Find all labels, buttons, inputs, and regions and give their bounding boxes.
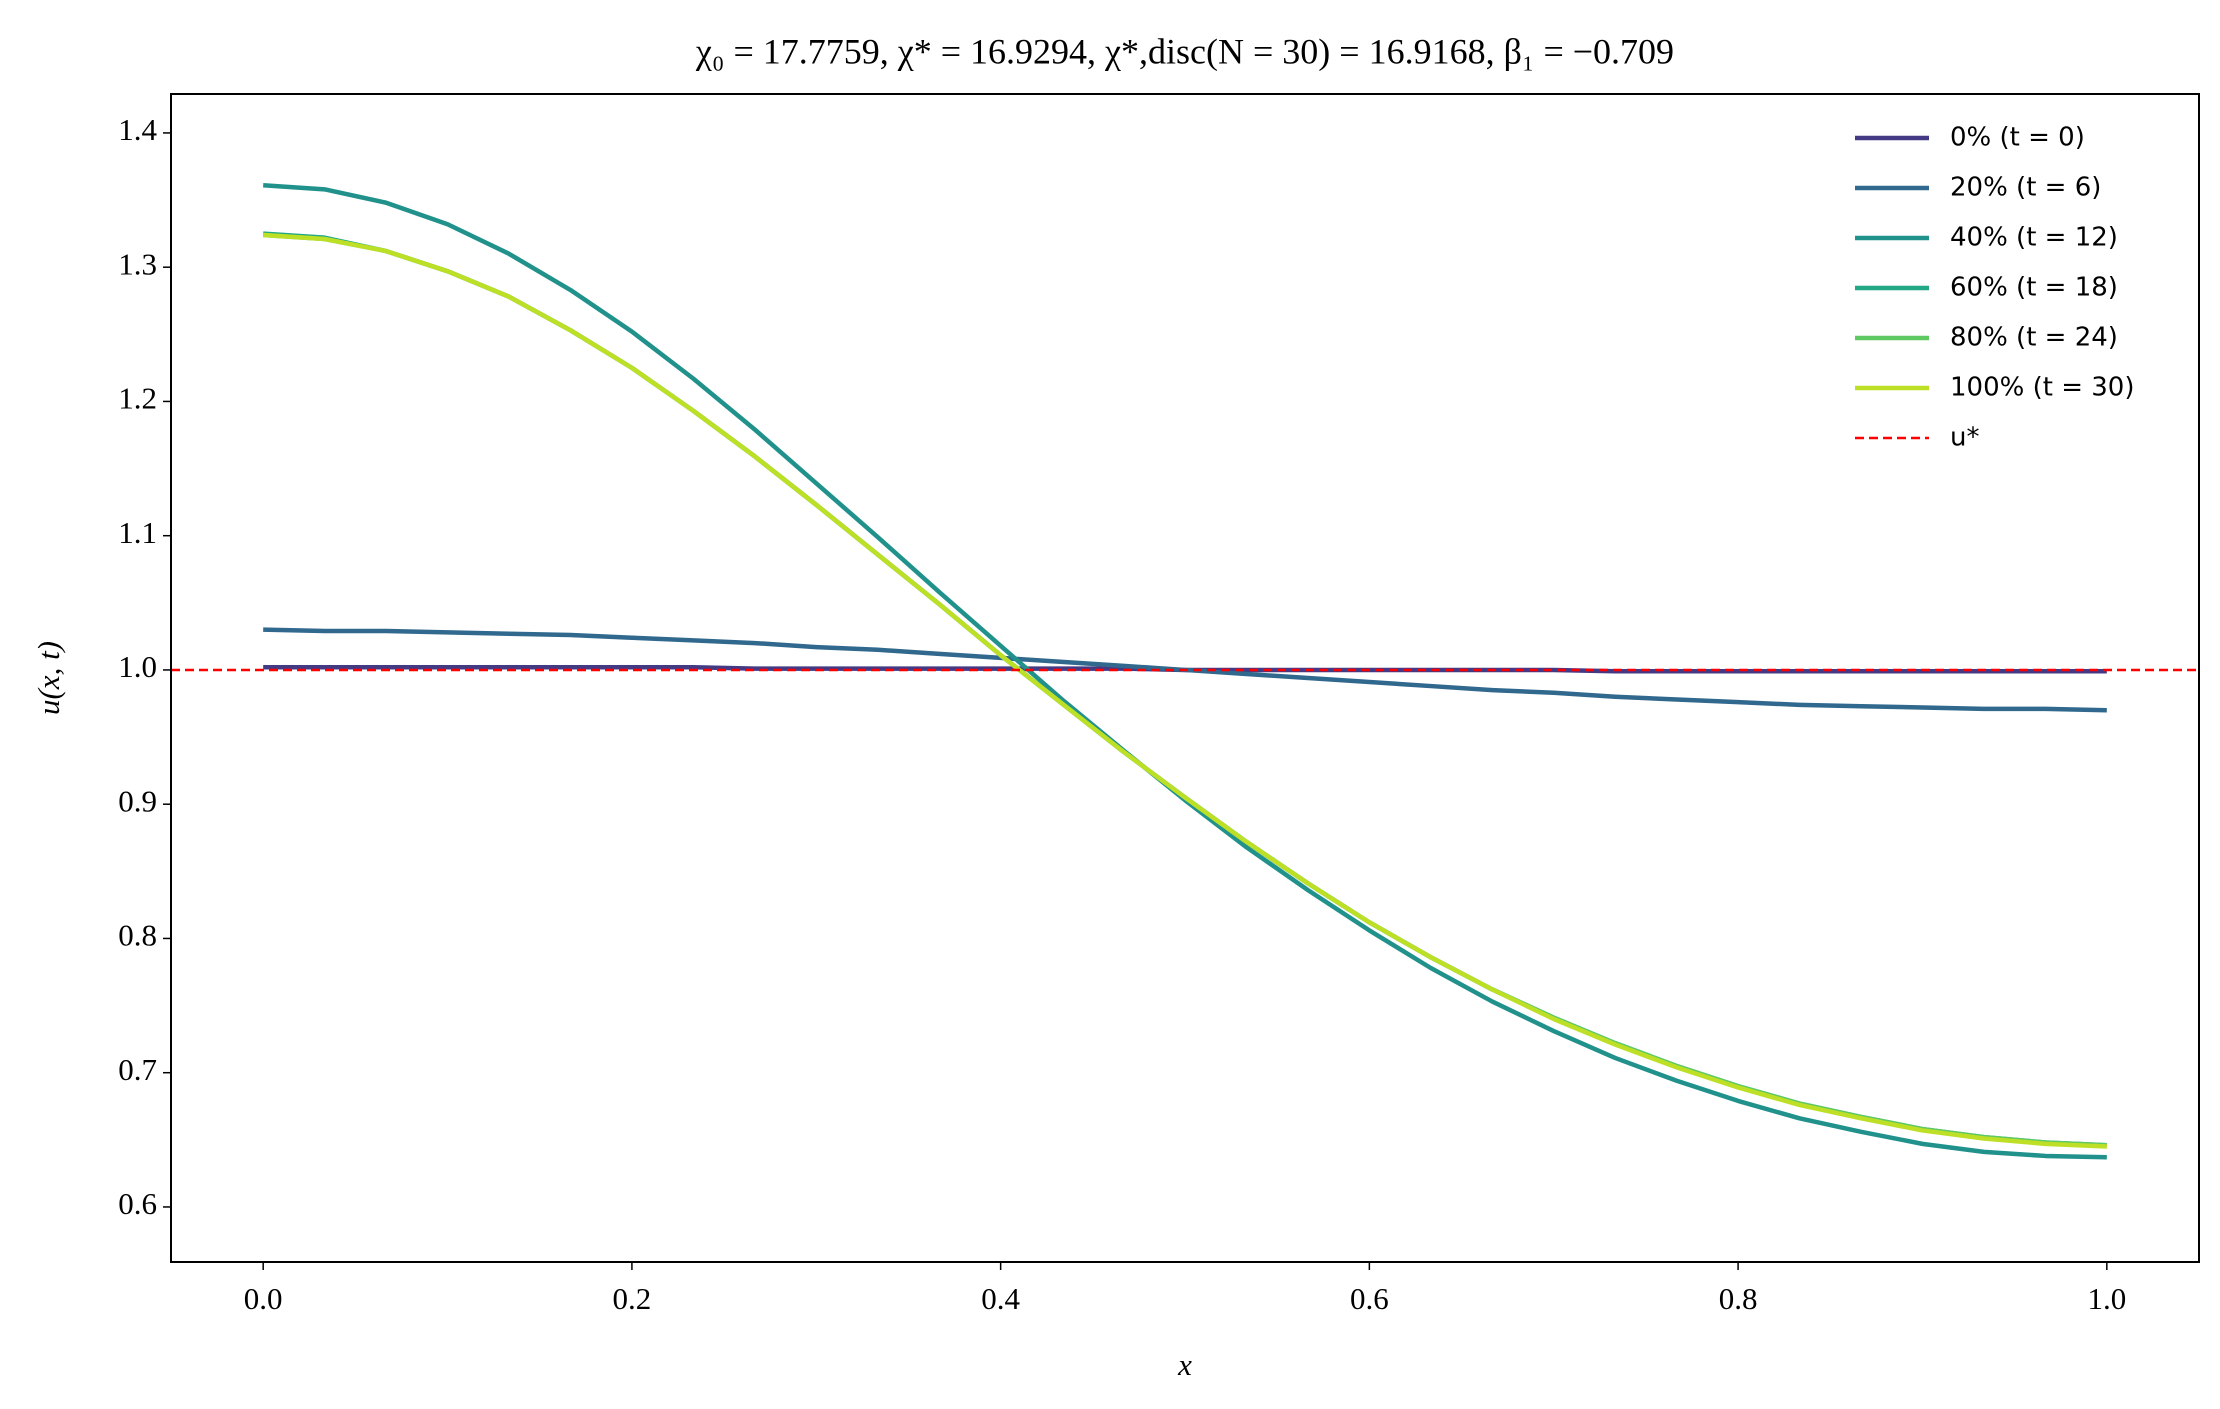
x-tick-label: 0.6	[1350, 1281, 1389, 1316]
legend-label: u*	[1950, 423, 1979, 453]
legend-label: 40% (t = 12)	[1950, 223, 2118, 253]
y-tick-label: 1.3	[118, 246, 157, 281]
x-tick-label: 0.8	[1719, 1281, 1758, 1316]
x-tick-label: 0.0	[244, 1281, 283, 1316]
y-tick-label: 1.0	[118, 649, 157, 684]
y-tick-label: 0.8	[118, 918, 157, 953]
legend-label: 60% (t = 18)	[1950, 273, 2118, 303]
series-line	[263, 232, 2107, 1149]
legend-label: 100% (t = 30)	[1950, 373, 2134, 403]
x-tick-label: 0.4	[981, 1281, 1020, 1316]
chart-title: χ₀ = 17.7759, χ* = 16.9294, χ*,disc(N = …	[695, 31, 1674, 71]
y-tick-label: 1.4	[118, 112, 157, 147]
y-tick-label: 0.9	[118, 783, 157, 818]
y-tick-label: 1.1	[118, 515, 157, 550]
y-tick-label: 0.6	[118, 1186, 157, 1221]
legend-label: 0% (t = 0)	[1950, 123, 2085, 153]
y-tick-label: 0.7	[118, 1052, 157, 1087]
plot-frame	[170, 93, 2200, 1263]
y-axis-label: u(x, t)	[31, 641, 66, 715]
x-axis-label: x	[1177, 1347, 1192, 1382]
y-tick-label: 1.2	[118, 381, 157, 416]
x-tick-label: 0.2	[613, 1281, 652, 1316]
x-tick-label: 1.0	[2087, 1281, 2126, 1316]
legend-label: 80% (t = 24)	[1950, 323, 2118, 353]
legend-label: 20% (t = 6)	[1950, 173, 2101, 203]
